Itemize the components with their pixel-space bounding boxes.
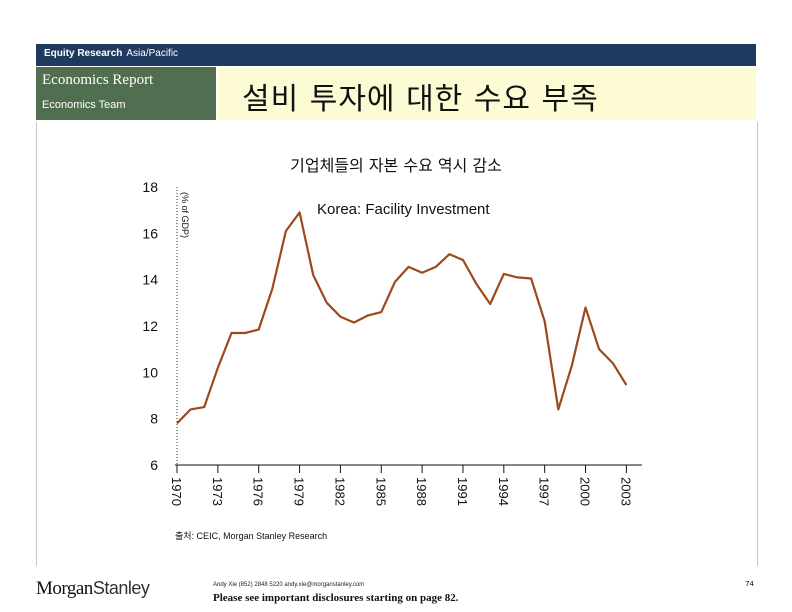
morgan-stanley-logo: MorganStanley	[36, 578, 150, 600]
chart-heading: 기업체들의 자본 수요 역시 감소	[290, 156, 502, 175]
x-tick-label: 1994	[496, 477, 511, 506]
y-tick-label: 12	[142, 318, 158, 334]
x-tick-label: 1982	[332, 477, 347, 506]
y-axis-label: (% of GDP)	[180, 192, 190, 238]
y-tick-label: 10	[142, 364, 158, 380]
brand-name: Equity Research	[44, 48, 123, 59]
y-tick-label: 16	[142, 225, 158, 241]
x-tick-label: 1985	[373, 477, 388, 506]
x-tick-label: 1991	[455, 477, 470, 506]
brand-label: Equity Research Asia/Pacific	[44, 48, 178, 59]
x-tick-label: 1970	[169, 477, 184, 506]
y-tick-label: 6	[150, 457, 158, 473]
page-number: 74	[745, 580, 754, 588]
x-tick-label: 1997	[537, 477, 552, 506]
region-label: Asia/Pacific	[126, 48, 179, 59]
logo-part-stanley: Stanley	[92, 578, 150, 598]
x-tick-label: 2000	[578, 477, 593, 506]
x-tick-label: 1988	[414, 477, 429, 506]
analyst-contact: Andy Xie (852) 2848 5220 andy.xie@morgan…	[213, 582, 365, 588]
y-tick-label: 14	[142, 272, 158, 288]
x-tick-label: 1976	[251, 477, 266, 506]
y-tick-label: 18	[142, 179, 158, 195]
page-title: 설비 투자에 대한 수요 부족	[242, 82, 599, 117]
report-info-block: Economics Report Economics Team	[36, 67, 216, 120]
header-bar: Equity Research Asia/Pacific	[36, 44, 756, 66]
disclosure-note: Please see important disclosures startin…	[213, 592, 459, 604]
logo-part-morgan: Morgan	[36, 578, 93, 599]
x-tick-label: 1973	[210, 477, 225, 506]
x-tick-label: 1979	[292, 477, 307, 506]
x-tick-label: 2003	[618, 477, 633, 506]
chart-inner-title: Korea: Facility Investment	[317, 201, 490, 218]
report-type: Economics Report	[42, 72, 154, 88]
title-block: 설비 투자에 대한 수요 부족	[218, 67, 756, 120]
facility-investment-line	[176, 211, 628, 425]
source-note: 출처: CEIC, Morgan Stanley Research	[175, 531, 328, 541]
y-tick-label: 8	[150, 411, 158, 427]
content-frame	[36, 122, 758, 566]
team-name: Economics Team	[42, 99, 126, 111]
